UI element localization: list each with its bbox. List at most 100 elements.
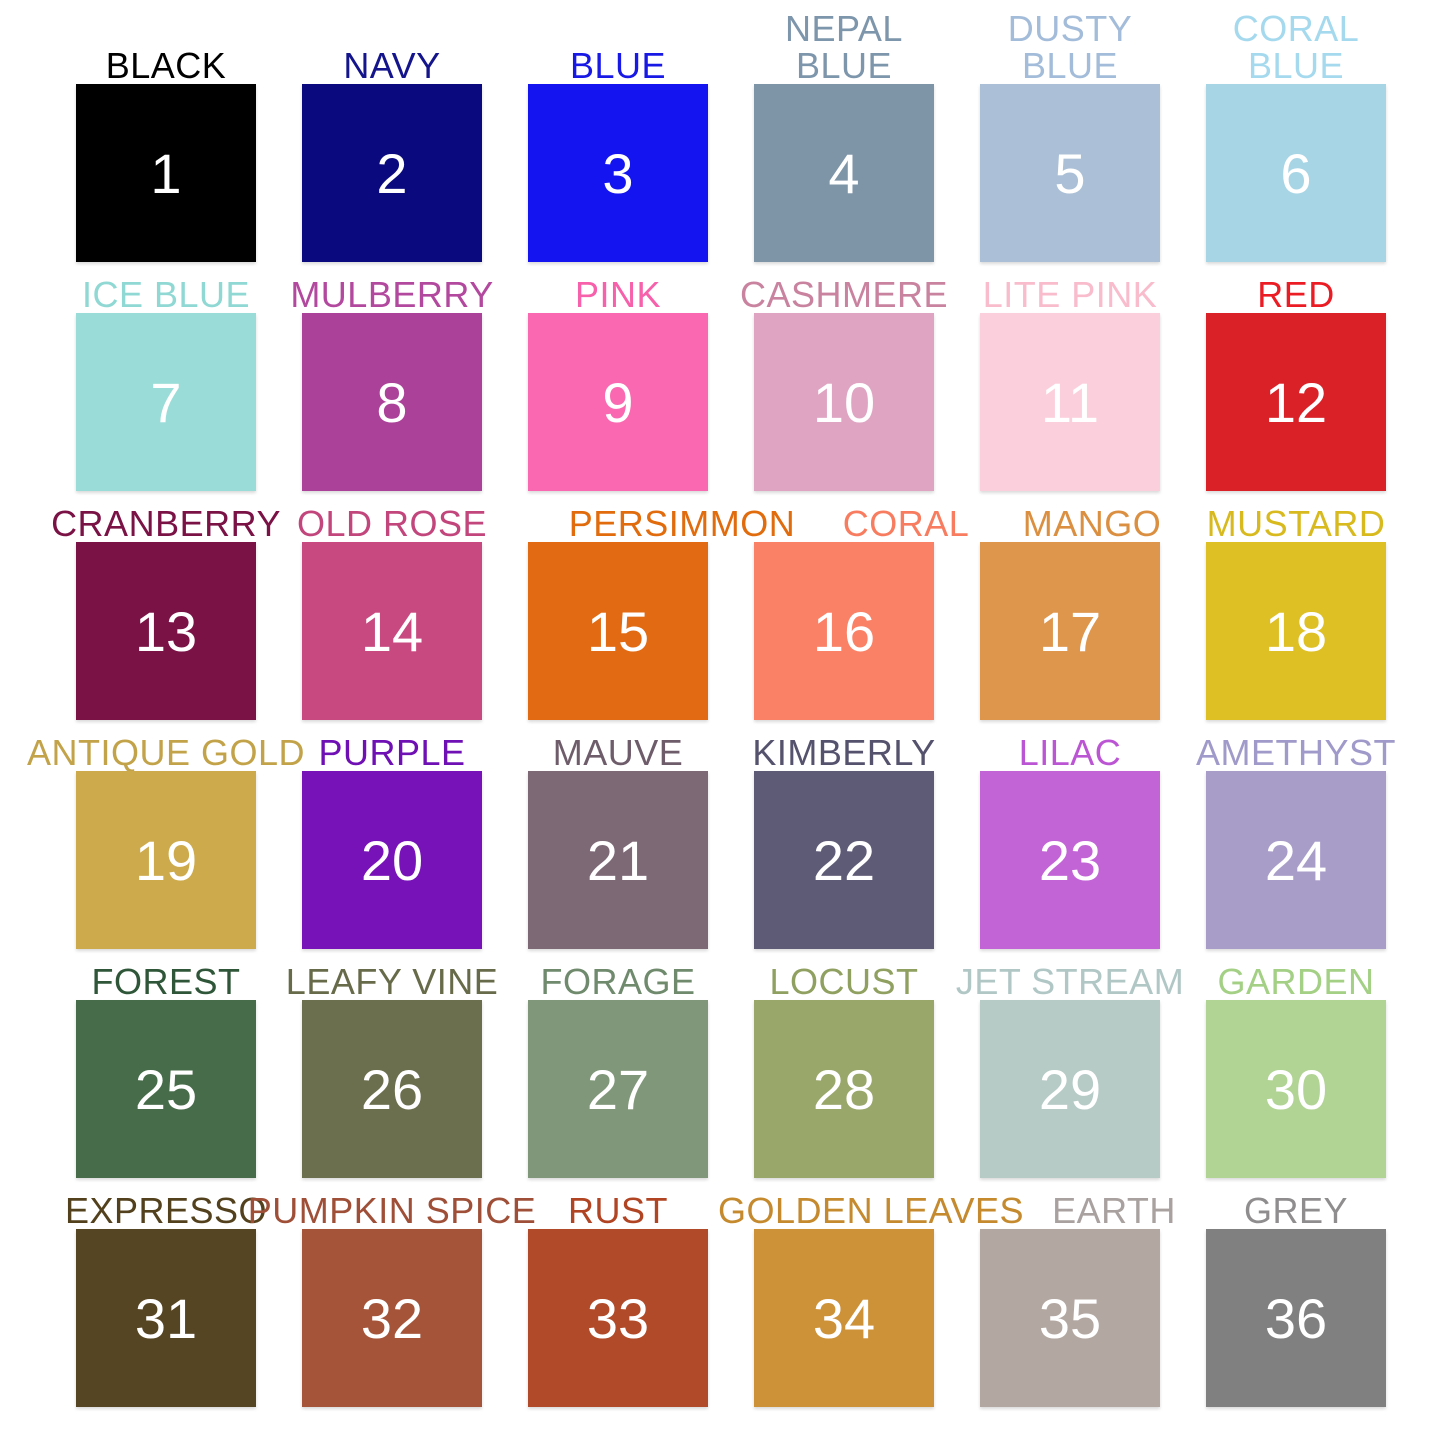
swatch-cell: BLACK 1 — [76, 34, 256, 262]
swatch-cell: GREY 36 — [1206, 1179, 1386, 1407]
swatch-number: 16 — [812, 599, 876, 663]
swatch-label: MULBERRY — [290, 274, 494, 315]
swatch-label: OLD ROSE — [296, 503, 488, 544]
swatch-cell: ANTIQUE GOLD 19 — [27, 721, 305, 949]
swatch-number: 36 — [1264, 1286, 1328, 1350]
color-swatch-tile: 1 — [76, 84, 256, 262]
swatch-number: 11 — [1040, 370, 1100, 434]
color-swatch-tile: 10 — [754, 313, 934, 491]
swatch-number: 17 — [1038, 599, 1102, 663]
swatch-number: 8 — [376, 370, 408, 434]
swatch-cell: LEAFY VINE 26 — [286, 950, 498, 1178]
swatch-label: NAVY — [343, 45, 441, 86]
color-swatch-tile: 19 — [76, 771, 256, 949]
color-swatch-tile: 29 — [980, 1000, 1160, 1178]
swatch-cell: DUSTY BLUE 5 — [980, 8, 1160, 262]
swatch-number: 26 — [360, 1057, 424, 1121]
swatch-label: PINK — [574, 274, 662, 315]
swatch-label: CORAL BLUE — [1232, 8, 1360, 86]
swatch-cell: BLUE 3 — [528, 34, 708, 262]
swatch-label: ANTIQUE GOLD — [26, 732, 306, 773]
swatch-cell: CASHMERE 10 — [740, 263, 948, 491]
swatch-label: NEPAL BLUE — [785, 8, 903, 86]
swatch-number: 24 — [1264, 828, 1328, 892]
swatch-label: CASHMERE — [739, 274, 949, 315]
swatch-label: ICE BLUE — [81, 274, 251, 315]
swatch-number: 6 — [1280, 141, 1312, 205]
swatch-number: 22 — [812, 828, 876, 892]
color-swatch-tile: 32 — [302, 1229, 482, 1407]
color-swatch-tile: 11 — [980, 313, 1160, 491]
swatch-cell: EXPRESSO 31 — [65, 1179, 267, 1407]
color-swatch-tile: 9 — [528, 313, 708, 491]
swatch-number: 1 — [150, 141, 182, 205]
swatch-cell: FORAGE 27 — [528, 950, 708, 1178]
swatch-cell: RED 12 — [1206, 263, 1386, 491]
swatch-label: EXPRESSO — [64, 1190, 268, 1231]
color-swatch-tile: 6 — [1206, 84, 1386, 262]
swatch-cell: MAUVE 21 — [528, 721, 708, 949]
swatch-cell: NAVY 2 — [302, 34, 482, 262]
swatch-label: MANGO — [1022, 503, 1162, 544]
swatch-number: 21 — [586, 828, 650, 892]
swatch-cell: PINK 9 — [528, 263, 708, 491]
swatch-number: 19 — [134, 828, 198, 892]
color-swatch-grid: BLACK 1 NAVY 2 BLUE 3 NEPAL BLUE 4 DUSTY B… — [27, 8, 1396, 1407]
swatch-label: LILAC — [1018, 732, 1122, 773]
swatch-number: 30 — [1264, 1057, 1328, 1121]
swatch-number: 9 — [602, 370, 634, 434]
color-swatch-tile: 20 — [302, 771, 482, 949]
swatch-cell: PUMPKIN SPICE 32 — [248, 1179, 536, 1407]
color-swatch-tile: 17 — [980, 542, 1160, 720]
swatch-number: 32 — [360, 1286, 424, 1350]
swatch-label: DUSTY BLUE — [1007, 8, 1133, 86]
swatch-label: BLUE — [569, 45, 667, 86]
swatch-label: KIMBERLY — [752, 732, 936, 773]
color-swatch-tile: 33 — [528, 1229, 708, 1407]
swatch-label: GARDEN — [1217, 961, 1375, 1002]
swatch-label: BLACK — [105, 45, 227, 86]
swatch-cell: MULBERRY 8 — [290, 263, 493, 491]
color-swatch-tile: 34 — [754, 1229, 934, 1407]
swatch-label: LEAFY VINE — [285, 961, 499, 1002]
swatch-cell: AMETHYST 24 — [1196, 721, 1396, 949]
color-swatch-tile: 27 — [528, 1000, 708, 1178]
swatch-cell: CORAL 16 — [754, 492, 969, 720]
swatch-number: 25 — [134, 1057, 198, 1121]
swatch-number: 15 — [586, 599, 650, 663]
color-swatch-tile: 25 — [76, 1000, 256, 1178]
swatch-label: PUMPKIN SPICE — [247, 1190, 537, 1231]
swatch-number: 5 — [1054, 141, 1086, 205]
swatch-cell: PURPLE 20 — [302, 721, 482, 949]
color-swatch-tile: 18 — [1206, 542, 1386, 720]
color-swatch-tile: 28 — [754, 1000, 934, 1178]
swatch-cell: GARDEN 30 — [1206, 950, 1386, 1178]
swatch-cell: LILAC 23 — [980, 721, 1160, 949]
swatch-label: CRANBERRY — [51, 503, 281, 544]
swatch-cell: LITE PINK 11 — [980, 263, 1160, 491]
swatch-number: 27 — [586, 1057, 650, 1121]
color-swatch-tile: 30 — [1206, 1000, 1386, 1178]
swatch-label: PURPLE — [318, 732, 466, 773]
swatch-label: GREY — [1243, 1190, 1349, 1231]
color-swatch-tile: 14 — [302, 542, 482, 720]
color-swatch-tile: 2 — [302, 84, 482, 262]
swatch-number: 18 — [1264, 599, 1328, 663]
swatch-label: AMETHYST — [1196, 732, 1397, 773]
swatch-label: GOLDEN LEAVES — [718, 1190, 1024, 1231]
swatch-cell: KIMBERLY 22 — [752, 721, 936, 949]
swatch-label: MAUVE — [552, 732, 684, 773]
swatch-number: 29 — [1038, 1057, 1102, 1121]
color-swatch-tile: 22 — [754, 771, 934, 949]
swatch-label: LOCUST — [769, 961, 919, 1002]
swatch-number: 10 — [812, 370, 876, 434]
color-swatch-tile: 5 — [980, 84, 1160, 262]
swatch-cell: CORAL BLUE 6 — [1206, 8, 1386, 262]
color-swatch-tile: 4 — [754, 84, 934, 262]
swatch-label: CORAL — [842, 503, 970, 544]
swatch-cell: EARTH 35 — [980, 1179, 1175, 1407]
color-swatch-tile: 8 — [302, 313, 482, 491]
color-swatch-tile: 36 — [1206, 1229, 1386, 1407]
swatch-number: 12 — [1264, 370, 1328, 434]
swatch-cell: JET STREAM 29 — [956, 950, 1184, 1178]
